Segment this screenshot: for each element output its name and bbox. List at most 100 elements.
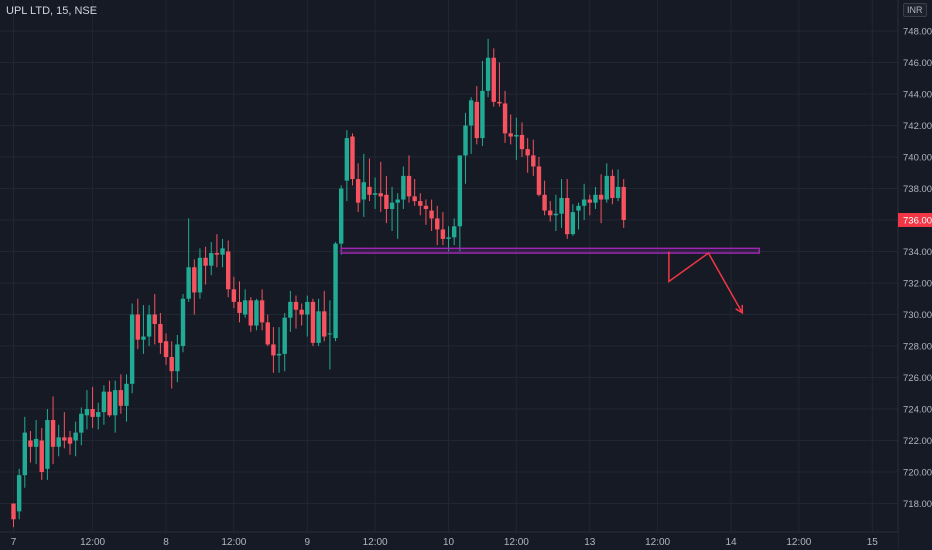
candle-body [542,194,547,211]
candle-body [452,226,457,238]
candle-body [389,202,395,209]
time-tick-label: 13 [584,537,596,548]
candle-body [361,182,366,200]
candle-body [203,257,208,266]
candle-body [570,212,576,235]
candle-body [90,409,95,417]
candle-body [621,186,626,220]
candle-body [73,432,78,441]
candle-body [310,301,316,343]
candle-body [237,301,242,313]
candle-body [468,100,474,126]
price-axis[interactable] [898,0,932,550]
candle-body [327,333,333,335]
candle-body [101,391,107,413]
chart-grid [0,0,898,532]
candle-body [282,317,287,354]
candle-body [508,133,513,137]
candle-body [384,194,389,209]
currency-badge[interactable]: INR [903,3,927,17]
candle-body [497,101,502,104]
time-tick-label: 10 [443,537,455,548]
candle-body [158,323,163,343]
candle-body [406,175,412,197]
candle-body [519,134,525,150]
time-tick-label: 15 [867,537,879,548]
candle-body [84,409,90,416]
candle-body [429,210,434,219]
projection-path[interactable] [668,251,744,314]
price-tick-label: 744.00 [903,90,932,101]
candle-body [474,101,479,139]
candle-body [79,413,84,433]
candle-body [480,90,485,139]
candle-body [107,391,112,416]
candle-body [16,475,22,512]
time-tick-label: 12:00 [786,537,811,548]
candle-body [209,253,214,266]
price-tick-label: 720.00 [903,468,932,479]
candle-body [553,213,559,216]
price-tick-label: 732.00 [903,279,932,290]
candle-body [180,298,186,346]
candle-body [378,193,383,197]
candle-body [67,437,73,444]
candle-body [446,237,451,239]
candle-body [28,440,33,447]
candle-body [146,314,152,337]
last-price-badge [898,213,932,227]
candle-body [305,301,310,315]
candle-body [186,267,191,299]
candle-body [96,412,101,417]
candle-body [124,383,129,406]
candle-body [322,311,327,337]
price-tick-label: 718.00 [903,499,932,510]
candle-body [214,253,220,255]
drawing-overlays[interactable] [340,247,761,315]
candle-body [265,322,270,345]
candle-body [604,175,609,200]
time-tick-label: 12:00 [645,537,670,548]
candle-body [514,134,519,137]
candle-body [248,300,253,326]
candle-body [50,420,56,447]
candle-body [45,420,50,469]
candle-body [56,437,61,447]
candle-body [113,390,118,416]
price-tick-label: 722.00 [903,436,932,447]
candle-body [423,205,429,209]
candle-body [440,229,446,239]
candle-body [350,136,355,180]
candle-body [502,103,508,134]
candle-body [62,437,67,441]
candle-body [412,196,417,202]
candle-body [163,341,169,358]
price-tick-label: 746.00 [903,58,932,69]
candle-body [587,199,592,203]
time-tick-label: 9 [305,537,311,548]
candle-body [276,353,282,356]
candle-body [610,175,615,198]
candle-body [33,438,39,447]
price-tick-label: 742.00 [903,121,932,132]
time-tick-label: 14 [725,537,737,548]
candle-body [536,166,542,195]
candle-body [39,440,44,472]
candle-body [581,199,587,206]
support-zone-rect[interactable] [340,247,761,254]
candle-body [293,301,299,310]
candle-body [316,311,321,343]
candle-body [288,301,293,318]
candle-body [401,175,406,200]
candle-body [135,314,140,340]
candle-body [169,357,174,372]
candle-body [367,186,372,195]
candle-body [491,57,496,102]
candle-body [129,314,135,384]
candle-body [525,149,530,156]
time-tick-label: 12:00 [504,537,529,548]
time-axis[interactable] [0,532,898,550]
candle-body [344,138,350,181]
